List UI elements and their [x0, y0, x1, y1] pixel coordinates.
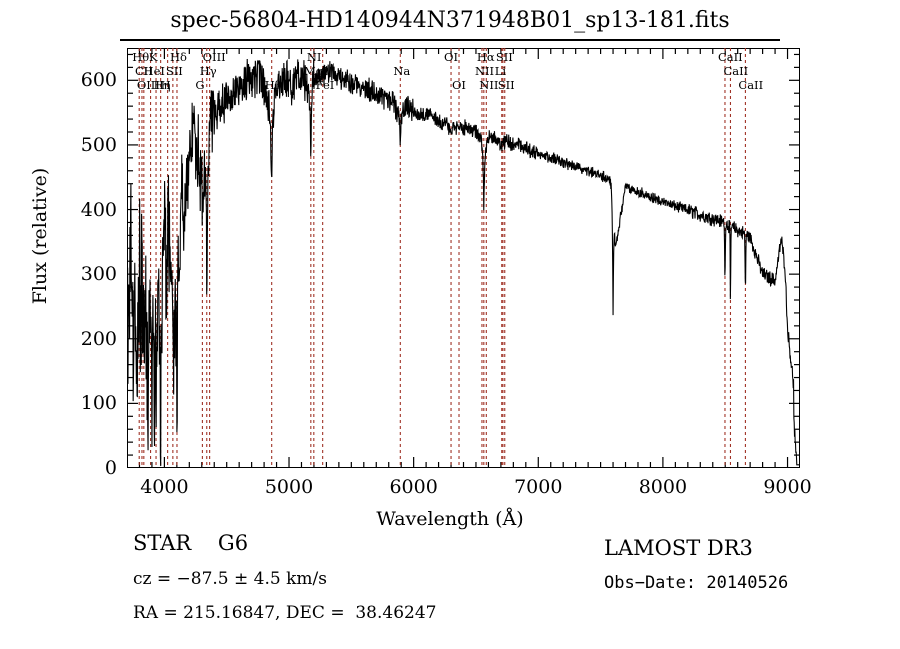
line-label-nii: NII [474, 64, 495, 78]
y-tick-label: 500 [80, 133, 117, 156]
line-label-nii: NII [479, 78, 499, 92]
plot-frame [127, 48, 800, 468]
line-marker-group [138, 48, 746, 468]
line-label-hβ: Hβ [264, 78, 282, 92]
x-axis-label: Wavelength (Å) [376, 508, 524, 530]
object-class-text: STAR G6 [133, 531, 249, 555]
plot-area [127, 48, 800, 468]
y-tick-label: 600 [80, 69, 117, 92]
line-label-hei: HeI [143, 64, 165, 78]
line-label-k: K [149, 50, 158, 64]
line-label-sii: SII [497, 78, 515, 92]
axis-ticks [127, 48, 800, 468]
line-label-fei: FeI [315, 78, 335, 92]
y-tick-label: 400 [80, 198, 117, 221]
spectrum-canvas [127, 48, 800, 468]
x-tick-label: 4000 [140, 476, 189, 498]
line-label-sii: SII [165, 64, 183, 78]
line-label-na: Na [393, 64, 411, 78]
line-label-caii: CaII [738, 78, 764, 92]
x-tick-label: 8000 [638, 476, 688, 498]
survey-name-text: LAMOST DR3 [604, 536, 753, 560]
line-label-hα: Hα [476, 50, 495, 64]
line-label-caii: CaII [723, 64, 749, 78]
y-tick-label: 100 [80, 392, 117, 415]
coordinates-text: RA = 215.16847, DEC = 38.46247 [133, 603, 437, 623]
line-label-hη: Hη [153, 78, 171, 92]
page-title: spec-56804-HD140944N371948B01_sp13-181.f… [170, 8, 730, 33]
line-label-h: H [160, 78, 171, 92]
line-label-hθ: Hθ [132, 50, 150, 64]
x-tick-label: 6000 [389, 476, 438, 498]
line-label-caii: CaII [717, 50, 743, 64]
line-label-hγ: Hγ [199, 64, 217, 78]
line-label-mgi: MgI [303, 64, 328, 78]
line-label-cii: CII [134, 64, 153, 78]
line-label-ni: NI [306, 50, 322, 64]
y-tick-label: 0 [104, 457, 117, 479]
line-label-oiii: OIII [136, 78, 160, 92]
y-tick-label: 300 [80, 263, 117, 286]
x-tick-label: 9000 [763, 476, 812, 498]
line-label-oiii: OIII [202, 50, 226, 64]
line-label-oi: OI [452, 78, 466, 92]
y-tick-label: 200 [80, 327, 117, 350]
line-label-oi: OI [444, 50, 459, 64]
spectrum-trace [127, 58, 800, 467]
line-label-li: Li [494, 64, 507, 78]
y-axis-label: Flux (relative) [29, 167, 51, 305]
line-label-g: G [195, 78, 205, 92]
redshift-velocity-text: cz = −87.5 ± 4.5 km/s [133, 569, 327, 589]
x-tick-label: 7000 [514, 476, 563, 498]
title-divider [120, 39, 780, 41]
x-tick-label: 5000 [264, 476, 314, 498]
obs-date-text: Obs−Date: 20140526 [604, 573, 789, 593]
line-label-hδ: Hδ [169, 50, 187, 64]
line-label-sii: SII [495, 50, 513, 64]
